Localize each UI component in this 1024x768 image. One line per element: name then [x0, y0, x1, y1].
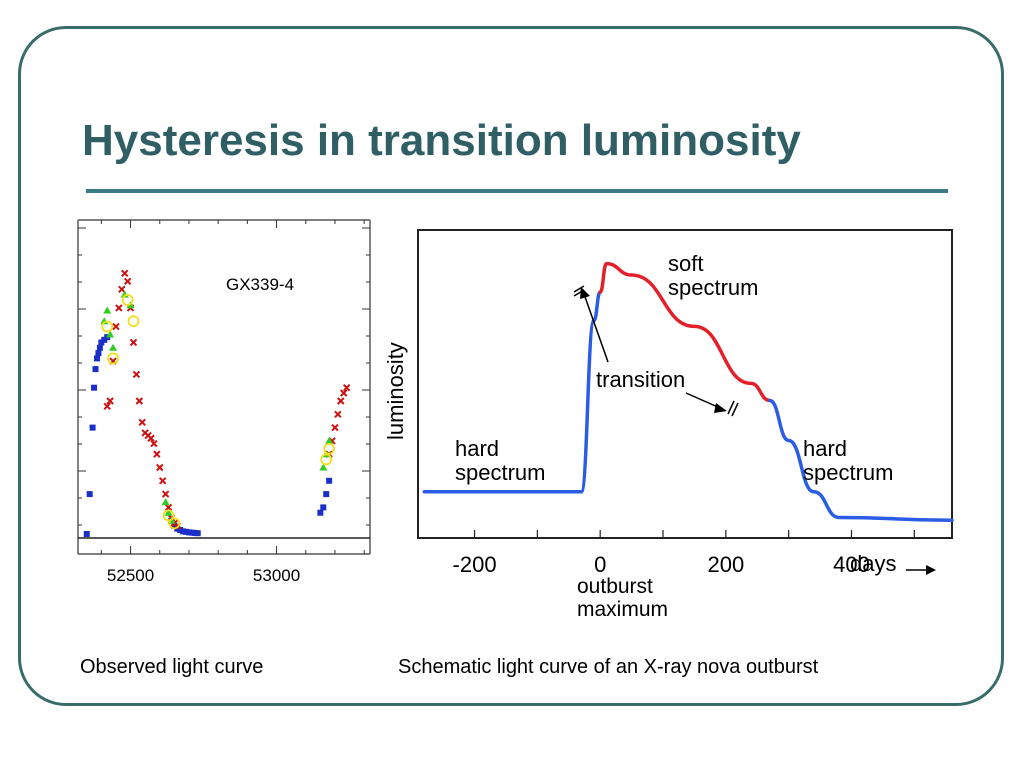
observed-point-triangle [106, 330, 115, 338]
hard-spectrum-curve [422, 290, 602, 494]
observed-point-cross [337, 397, 345, 405]
observed-point-triangle [161, 498, 170, 506]
schematic-x-tick-label: 0 [594, 552, 606, 577]
observed-point-circle [162, 509, 175, 522]
observed-light-curve-caption: Observed light curve [80, 656, 264, 678]
hard-spectrum-left-label-line2: spectrum [455, 460, 545, 485]
observed-point-circle [168, 517, 181, 530]
observed-point-cross [103, 402, 111, 411]
schematic-curve [422, 261, 954, 523]
hard-spectrum-right-label-line1: hard [803, 436, 847, 461]
observed-point-square [320, 504, 327, 511]
observed-point-triangle [103, 306, 112, 314]
soft-spectrum-label-line1: soft [668, 251, 703, 276]
observed-point-cross [153, 450, 161, 458]
observed-x-tick-label: 52500 [107, 566, 154, 585]
observed-point-cross [342, 383, 351, 392]
observed-point-square [91, 384, 98, 391]
observed-point-cross [161, 490, 170, 498]
hard-spectrum-curve [768, 398, 954, 523]
observed-point-square [92, 366, 99, 373]
observed-point-cross [115, 304, 123, 312]
observed-point-triangle [164, 508, 173, 516]
observed-point-square [89, 424, 96, 431]
observed-light-curve-chart: 52500 53000 GX339-4 [77, 218, 371, 585]
schematic-plot-frame [417, 229, 953, 539]
observed-plot-background [78, 218, 370, 554]
observed-point-square [83, 531, 90, 537]
hard-spectrum-right-label-line2: spectrum [803, 460, 893, 485]
title-divider [86, 189, 948, 193]
observed-plot-frame [77, 219, 371, 555]
observed-point-cross [158, 477, 167, 485]
observed-point-circle [323, 442, 336, 455]
transition-label: transition [596, 367, 685, 392]
schematic-x-tick-label: 200 [707, 552, 744, 577]
soft-spectrum-label-line2: spectrum [668, 275, 758, 300]
schematic-x-tick-label: 400 [833, 552, 870, 577]
observed-point-square [86, 491, 93, 498]
observed-point-square [96, 344, 103, 351]
observed-point-cross [150, 439, 158, 448]
hard-spectrum-left-label-line1: hard [455, 436, 499, 461]
schematic-y-axis-label: luminosity [383, 342, 408, 440]
observed-point-square [194, 530, 201, 537]
observed-point-cross [106, 397, 114, 405]
observed-point-square [317, 509, 324, 516]
observed-point-triangle [109, 343, 118, 351]
outburst-maximum-label-line1: outburst [577, 575, 653, 598]
observed-point-square [323, 491, 330, 498]
schematic-x-ticks: -200 0 200 400 [453, 530, 915, 577]
observed-point-circle [127, 315, 140, 328]
schematic-x-tick-label: -200 [453, 552, 497, 577]
slide-frame [18, 26, 1004, 706]
schematic-light-curve-chart: -200 0 200 400 luminosity days soft spectru… [383, 229, 954, 621]
observed-data-points [83, 269, 351, 537]
observed-point-cross [138, 418, 146, 426]
slide-title: Hysteresis in transition luminosity [82, 116, 801, 165]
schematic-light-curve-caption: Schematic light curve of an X-ray nova o… [398, 656, 819, 678]
observed-point-cross [135, 397, 144, 405]
observed-point-triangle [325, 436, 334, 444]
observed-point-cross [132, 370, 141, 379]
transition-break-marker-upper [573, 285, 585, 297]
observed-point-cross [147, 434, 155, 442]
observed-x-ticks: 52500 53000 [100, 220, 365, 585]
observed-point-cross [118, 285, 126, 293]
observed-chart-label: GX339-4 [226, 275, 294, 294]
observed-point-square [93, 355, 100, 362]
observed-point-cross [331, 423, 339, 432]
schematic-x-axis-label: days [850, 551, 896, 576]
observed-point-square [95, 350, 102, 357]
observed-point-cross [156, 463, 164, 472]
observed-x-tick-label: 53000 [253, 566, 300, 585]
soft-spectrum-curve [598, 261, 772, 403]
transition-arrow-upper-icon [580, 287, 609, 363]
transition-arrow-lower-icon [685, 392, 727, 413]
observed-point-cross [123, 277, 132, 286]
observed-point-square [326, 477, 333, 484]
outburst-maximum-label-line2: maximum [577, 598, 668, 621]
observed-point-circle [121, 294, 134, 306]
observed-point-circle [107, 352, 119, 365]
observed-point-cross [121, 269, 129, 278]
observed-point-circle [101, 320, 114, 333]
observed-point-cross [112, 322, 120, 331]
observed-point-cross [164, 503, 173, 512]
days-arrow-icon [906, 565, 936, 575]
observed-point-circle [320, 453, 333, 466]
observed-point-cross [340, 389, 348, 397]
transition-break-marker-lower [727, 400, 739, 417]
observed-point-cross [334, 410, 342, 419]
observed-point-triangle [319, 463, 328, 471]
observed-point-cross [129, 338, 138, 347]
